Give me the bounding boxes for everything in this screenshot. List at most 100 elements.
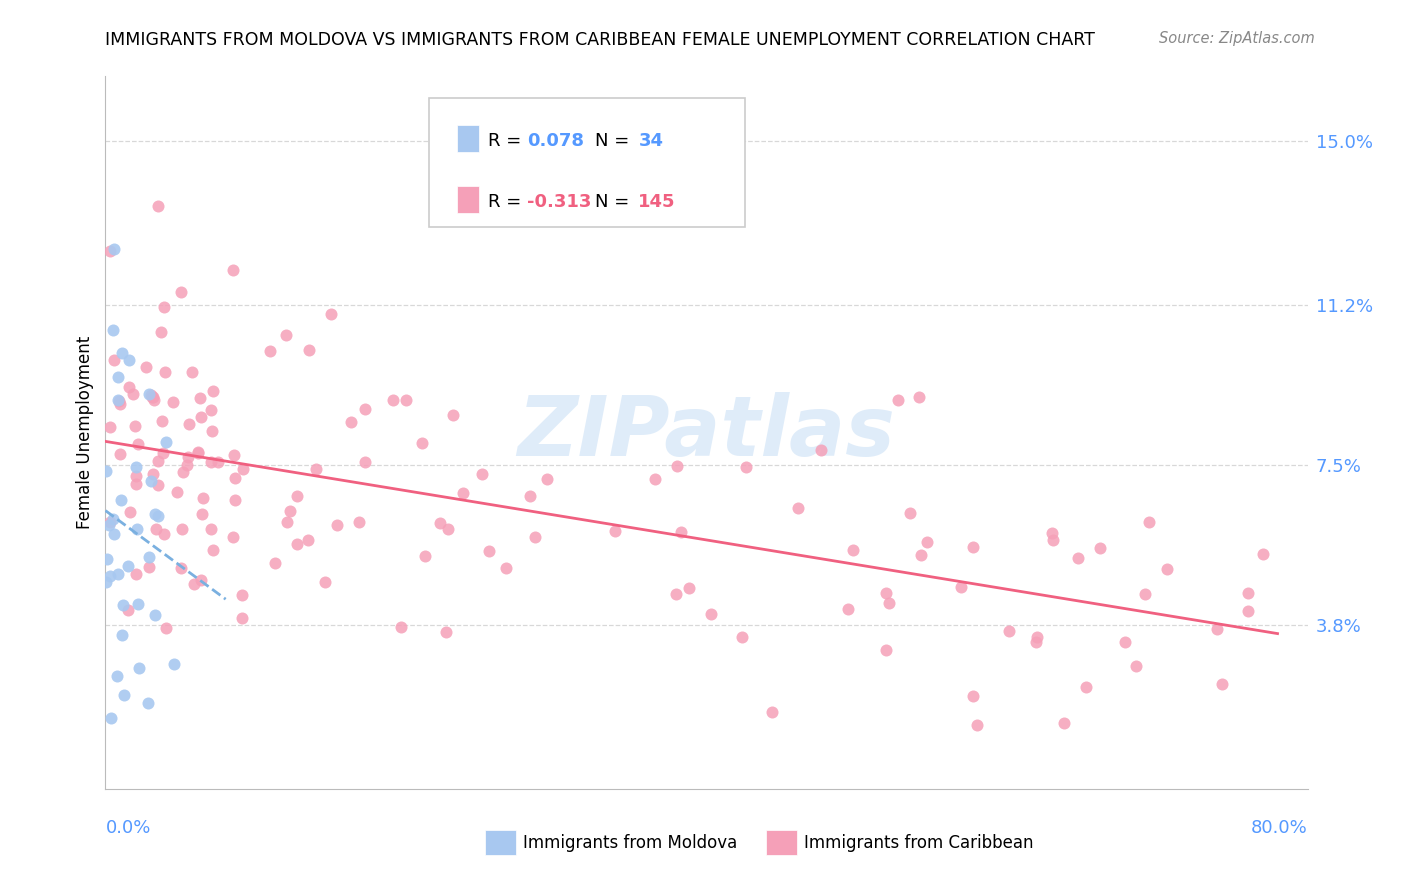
Point (124, 418, 146, 433)
Point (183, 577, 205, 591)
Point (285, 489, 308, 503)
Point (163, 657, 186, 671)
Point (201, 543, 224, 558)
Point (98, 518, 121, 533)
Point (141, 475, 163, 489)
Point (276, 516, 298, 530)
Point (138, 387, 160, 401)
Point (434, 624, 457, 639)
Point (110, 446, 132, 460)
Point (143, 608, 166, 623)
Point (1088, 541, 1111, 555)
Point (304, 461, 326, 475)
Point (138, 550, 160, 565)
Point (437, 522, 460, 536)
Point (285, 537, 308, 551)
Point (142, 390, 165, 404)
Point (1042, 533, 1064, 548)
Point (224, 471, 246, 485)
Point (98, 420, 121, 434)
Point (176, 458, 198, 472)
Point (735, 459, 758, 474)
Point (128, 661, 150, 675)
Point (319, 307, 342, 321)
Point (107, 370, 129, 384)
Point (155, 435, 177, 450)
Point (471, 467, 494, 481)
Point (179, 417, 201, 431)
Point (222, 263, 245, 277)
Point (190, 409, 212, 424)
Point (354, 401, 377, 416)
Point (96, 575, 118, 590)
Point (966, 718, 988, 732)
Point (118, 380, 141, 394)
Point (519, 489, 541, 503)
Point (112, 688, 135, 702)
Point (146, 198, 169, 212)
Point (108, 394, 131, 409)
Point (200, 455, 222, 469)
Text: N =: N = (595, 194, 634, 211)
Point (125, 459, 148, 474)
Point (898, 506, 921, 520)
Point (298, 343, 321, 358)
Point (810, 442, 832, 457)
Point (122, 386, 145, 401)
Point (117, 558, 139, 573)
Point (105, 669, 128, 683)
Point (231, 588, 253, 602)
Point (152, 300, 174, 314)
Point (274, 328, 297, 343)
Point (110, 492, 132, 507)
Text: 0.0%: 0.0% (105, 819, 150, 837)
Point (112, 598, 135, 612)
Point (1137, 515, 1160, 529)
Point (118, 352, 141, 367)
Point (325, 518, 347, 533)
Point (127, 597, 149, 611)
Point (837, 602, 859, 616)
Point (224, 493, 246, 508)
Point (962, 690, 984, 704)
Point (278, 504, 301, 518)
Point (761, 705, 783, 719)
Point (172, 466, 194, 480)
Point (875, 585, 897, 599)
Point (998, 624, 1021, 638)
Point (700, 607, 723, 622)
Point (297, 533, 319, 547)
Point (665, 458, 688, 473)
Text: R =: R = (488, 132, 527, 150)
Point (1067, 551, 1090, 566)
Point (190, 573, 212, 587)
Point (98, 516, 121, 530)
Point (162, 395, 184, 409)
Point (259, 344, 281, 359)
Point (1074, 681, 1097, 695)
Point (1156, 562, 1178, 576)
Point (1236, 586, 1258, 600)
Point (136, 696, 159, 710)
Point (478, 543, 501, 558)
Text: N =: N = (595, 132, 634, 150)
Point (96, 464, 118, 478)
Point (429, 516, 451, 531)
Point (962, 540, 984, 554)
Point (413, 549, 436, 564)
Point (201, 424, 224, 438)
Point (135, 360, 157, 375)
Point (669, 524, 692, 539)
Point (395, 392, 418, 407)
Point (1025, 635, 1047, 649)
Point (340, 415, 363, 429)
Point (190, 391, 212, 405)
Text: 80.0%: 80.0% (1251, 819, 1308, 837)
Text: 0.078: 0.078 (527, 132, 585, 150)
Point (177, 450, 200, 464)
Point (180, 365, 202, 379)
Point (451, 486, 474, 500)
Point (146, 478, 169, 492)
Point (98, 244, 121, 258)
Point (145, 523, 167, 537)
